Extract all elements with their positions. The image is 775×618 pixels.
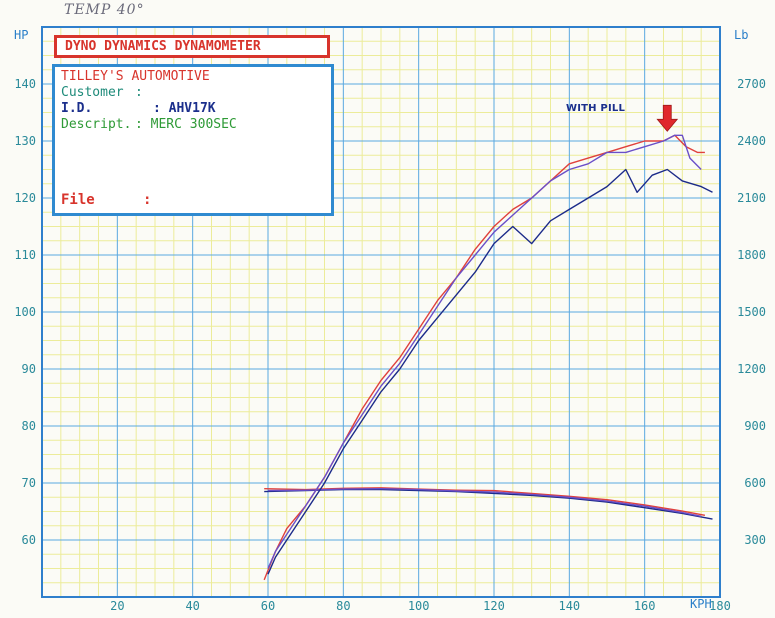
y-right-tick-label: 2100 (737, 191, 766, 205)
y-left-tick-label: 60 (22, 533, 36, 547)
power-line (267, 134, 702, 569)
info-panel: TILLEY'S AUTOMOTIVE Customer : I.D. : AH… (52, 64, 334, 216)
with-pill-annotation: WITH PILL (566, 103, 626, 114)
x-tick-label: 20 (110, 599, 124, 613)
file-label: File (61, 192, 95, 208)
x-tick-label: 160 (634, 599, 656, 613)
file-row: File : (61, 192, 151, 208)
description-value: : MERC 300SEC (135, 117, 237, 132)
y-left-tick-label: 130 (14, 134, 36, 148)
handwritten-note: TEMP 40° (64, 2, 145, 18)
power-line (267, 168, 713, 575)
id-row: I.D. : AHV17K (61, 101, 331, 117)
y-right-axis-title: Lb (734, 28, 749, 42)
y-right-tick-label: 300 (744, 533, 766, 547)
y-right-tick-label: 1800 (737, 248, 766, 262)
red-arrow-icon (656, 104, 679, 132)
file-separator: : (143, 192, 152, 208)
y-left-tick-label: 80 (22, 419, 36, 433)
tractive-effort-line (267, 488, 702, 517)
x-tick-label: 140 (558, 599, 580, 613)
id-label: I.D. (61, 101, 93, 116)
y-left-axis-title: HP (14, 28, 29, 42)
y-left-tick-label: 110 (14, 248, 36, 262)
tractive-effort-line (264, 487, 706, 516)
x-tick-label: 60 (261, 599, 275, 613)
series-lines (263, 134, 713, 581)
customer-row: Customer : (61, 85, 331, 101)
x-tick-label: 120 (483, 599, 505, 613)
y-right-tick-label: 1500 (737, 305, 766, 319)
y-left-tick-label: 90 (22, 362, 36, 376)
x-tick-label: 80 (336, 599, 350, 613)
x-tick-label: 100 (408, 599, 430, 613)
description-row: Descript. : MERC 300SEC (61, 117, 331, 133)
customer-label: Customer (61, 85, 124, 100)
description-label: Descript. (61, 117, 132, 132)
x-tick-label: 180 (709, 599, 731, 613)
y-left-tick-label: 70 (22, 476, 36, 490)
chart-title-box: DYNO DYNAMICS DYNAMOMETER (54, 35, 330, 58)
y-left-tick-label: 140 (14, 77, 36, 91)
y-right-tick-label: 2700 (737, 77, 766, 91)
tick-labels: 60 70 80 90 100 110 120 130 140 300 600 900 1200 1500… (14, 77, 766, 613)
x-axis-title: KPH (690, 597, 712, 611)
id-value: : AHV17K (153, 101, 216, 116)
x-tick-label: 40 (185, 599, 199, 613)
y-left-tick-label: 100 (14, 305, 36, 319)
y-right-tick-label: 2400 (737, 134, 766, 148)
company-name: TILLEY'S AUTOMOTIVE (61, 69, 210, 84)
y-right-tick-label: 1200 (737, 362, 766, 376)
annotation-arrow (656, 104, 679, 132)
customer-separator: : (135, 85, 143, 100)
y-left-tick-label: 120 (14, 191, 36, 205)
y-right-tick-label: 900 (744, 419, 766, 433)
axes (41, 26, 721, 598)
y-right-tick-label: 600 (744, 476, 766, 490)
plot-frame (41, 26, 721, 598)
